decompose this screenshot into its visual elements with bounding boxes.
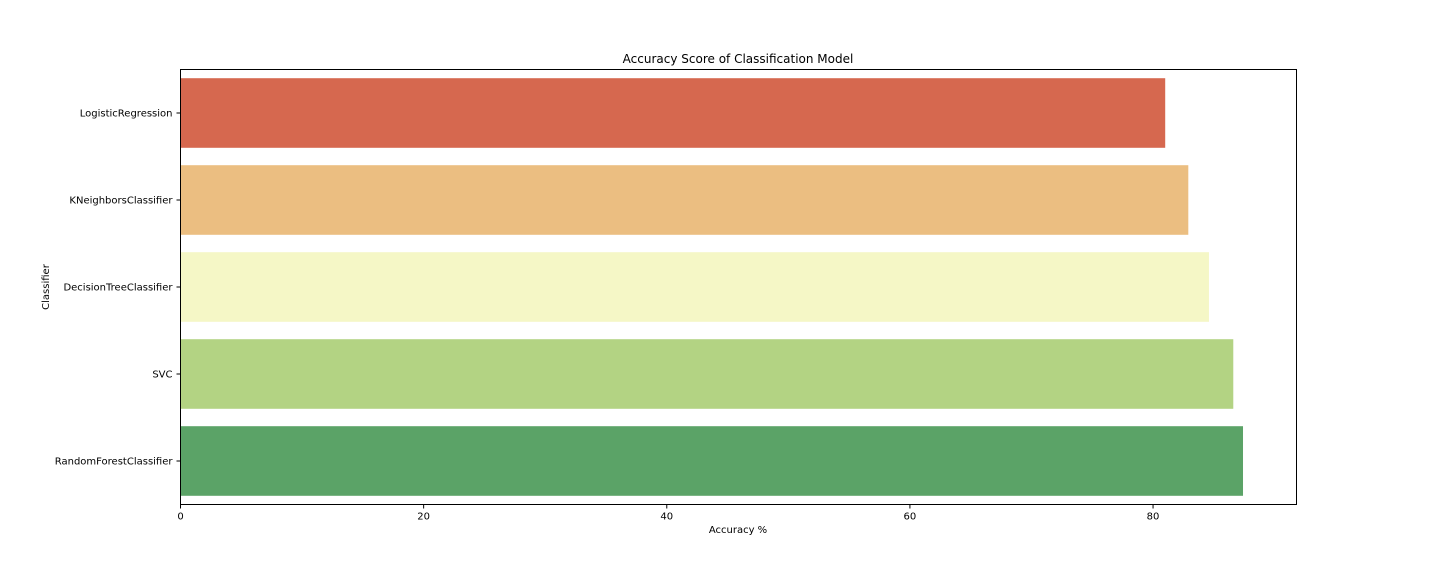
bar-RandomForestClassifier (180, 426, 1244, 496)
y-tick-label: DecisionTreeClassifier (63, 283, 173, 294)
chart-title: Accuracy Score of Classification Model (623, 52, 854, 66)
bar-KNeighborsClassifier (180, 165, 1189, 235)
x-tick-label: 0 (177, 512, 183, 523)
bar-SVC (180, 339, 1234, 409)
x-tick-label: 40 (660, 512, 673, 523)
bar-group (180, 78, 1244, 496)
y-axis-ticks: LogisticRegression KNeighborsClassifier De… (55, 109, 181, 468)
bar-LogisticRegression (180, 78, 1166, 148)
y-tick-label: LogisticRegression (80, 109, 173, 120)
y-tick-label: RandomForestClassifier (55, 457, 174, 468)
x-tick-label: 80 (1147, 512, 1160, 523)
x-axis-label: Accuracy % (709, 525, 767, 536)
y-tick-label: SVC (152, 370, 172, 381)
y-tick-label: KNeighborsClassifier (69, 196, 173, 207)
x-tick-label: 60 (904, 512, 917, 523)
plot-frame (180, 69, 1297, 505)
bar-DecisionTreeClassifier (180, 252, 1209, 322)
y-axis-label: Classifier (41, 263, 52, 310)
x-axis-ticks: 0 20 40 60 80 (177, 504, 1160, 523)
x-tick-label: 20 (417, 512, 430, 523)
